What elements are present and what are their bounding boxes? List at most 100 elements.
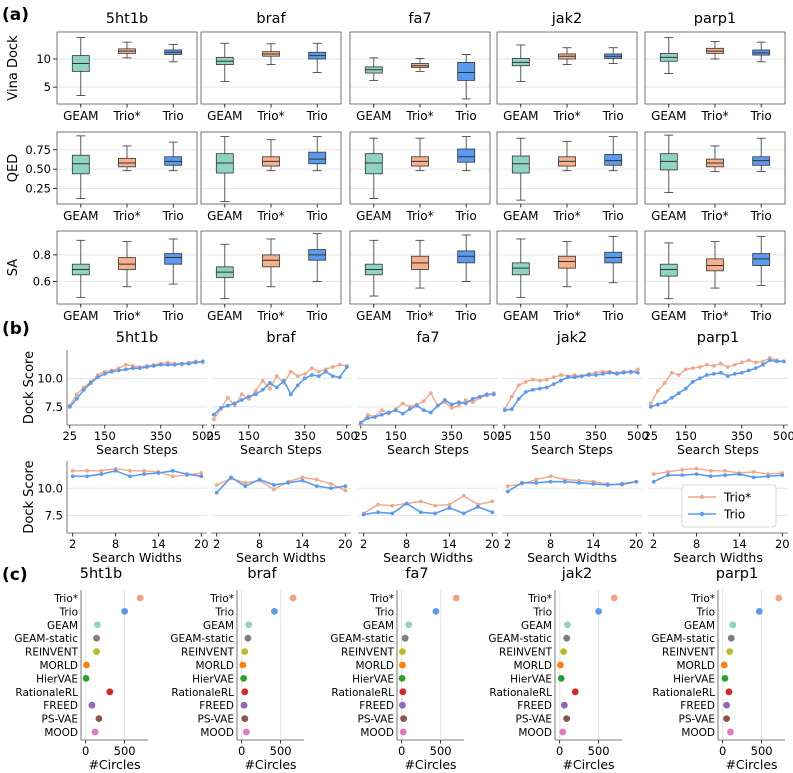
series-point-Trio	[407, 407, 412, 411]
boxplot-fa7-0: GEAM Trio* Trio	[349, 31, 491, 123]
series-point-Trio*	[655, 389, 660, 393]
box-Trio*	[262, 254, 280, 268]
series-point-Trio	[477, 394, 482, 399]
series-point-Trio*	[711, 364, 716, 368]
series-point-Trio*	[666, 470, 670, 474]
box-Trio*	[118, 257, 136, 270]
series-point-Trio	[229, 475, 233, 480]
dot-REINVENT	[560, 648, 567, 655]
x-tick-label: Trio*	[552, 309, 580, 323]
series-line-Trio*	[653, 467, 783, 475]
series-line-Trio	[507, 480, 637, 493]
method-label-Trio*: Trio*	[53, 593, 78, 605]
x-tick-label: Trio*	[405, 209, 433, 223]
x-tick-label: 8	[112, 537, 119, 551]
dot-Trio	[755, 608, 763, 615]
series-point-Trio*	[376, 502, 380, 507]
dot-GEAM	[729, 621, 737, 629]
title-c-5ht1b: 5ht1b	[80, 566, 123, 582]
y-tick-label: 0.75	[25, 143, 51, 157]
method-label-GEAM-static: GEAM-static	[488, 633, 552, 645]
y-tick-label: 7.5	[45, 509, 63, 523]
x-tick-label: Trio	[750, 309, 772, 323]
x-axis-title: Search Steps	[240, 442, 322, 457]
series-point-Trio	[760, 362, 765, 367]
series-point-Trio	[200, 359, 205, 364]
method-label-MORLD: MORLD	[676, 660, 715, 672]
series-point-Trio*	[239, 392, 244, 397]
x-tick-label: Trio	[602, 109, 624, 123]
series-point-Trio	[442, 398, 447, 402]
panel-label-a: (a)	[2, 5, 29, 25]
dotplot-parp1: parp1 0 500#Circles Trio*Trio GEAMGEAM-stati…	[651, 566, 785, 772]
method-label-RationaleRL: RationaleRL	[489, 687, 552, 699]
boxplot-braf-0: GEAM Trio* Trio	[200, 31, 342, 123]
legend-label-Trio: Trio	[723, 508, 745, 522]
x-tick-label: 500	[627, 429, 649, 443]
x-tick-label: 0	[238, 744, 245, 758]
x-axis-title: Search Widths	[236, 550, 326, 565]
series-point-Trio	[316, 374, 321, 379]
dot-RationaleRL	[399, 688, 407, 696]
series-point-Trio	[144, 365, 149, 369]
dot-MOOD	[91, 728, 99, 736]
method-label-Trio*: Trio*	[690, 593, 715, 605]
series-point-Trio*	[530, 377, 535, 382]
y-tick-label: 5	[44, 80, 51, 94]
series-point-Trio	[314, 484, 319, 488]
series-point-Trio	[218, 406, 223, 410]
series-point-Trio*	[170, 474, 175, 479]
series-point-Trio	[502, 408, 507, 413]
x-axis-title: Search Steps	[96, 442, 178, 457]
series-point-Trio	[400, 411, 405, 416]
dot-PS-VAE	[400, 715, 408, 722]
x-tick-label: Trio*	[256, 309, 284, 323]
series-point-Trio*	[635, 367, 640, 372]
title-5ht1b: 5ht1b	[106, 11, 149, 27]
x-tick-label: Trio*	[112, 109, 140, 123]
series-point-Trio	[418, 510, 423, 515]
series-point-Trio*	[337, 362, 342, 367]
series-point-Trio	[704, 373, 709, 377]
series-point-Trio*	[199, 471, 204, 475]
method-label-MORLD: MORLD	[355, 660, 394, 672]
x-tick-label: 25	[62, 429, 77, 443]
method-label-MOOD: MOOD	[360, 727, 394, 739]
series-point-Trio	[165, 362, 170, 367]
dot-MORLD	[557, 661, 564, 669]
panel-label-c: (c)	[2, 565, 28, 585]
series-point-Trio	[520, 480, 524, 485]
method-label-MOOD: MOOD	[44, 727, 78, 739]
method-label-MOOD: MOOD	[200, 727, 234, 739]
series-point-Trio	[390, 511, 395, 516]
x-tick-label: GEAM	[651, 109, 686, 123]
series-point-Trio	[591, 482, 596, 486]
series-point-Trio	[490, 510, 495, 515]
legend-frame	[681, 484, 777, 528]
series-point-Trio	[74, 396, 79, 401]
series-point-Trio	[288, 392, 293, 397]
series-point-Trio*	[544, 377, 549, 382]
dot-Trio*	[289, 594, 297, 602]
series-line-Trio	[650, 359, 784, 408]
method-label-FREED: FREED	[43, 700, 78, 712]
dot-Trio*	[452, 594, 460, 602]
x-tick-label: 20	[629, 537, 644, 551]
series-point-Trio*	[267, 386, 272, 391]
series-point-Trio	[781, 359, 786, 364]
series-point-Trio	[302, 376, 307, 381]
x-tick-label: 14	[732, 537, 747, 551]
x-tick-label: Trio	[162, 109, 184, 123]
series-point-Trio	[253, 392, 258, 397]
series-point-Trio	[88, 381, 93, 385]
x-tick-label: 500	[192, 429, 214, 443]
dot-REINVENT	[241, 648, 249, 655]
series-point-Trio	[102, 371, 107, 376]
method-label-REINVENT: REINVENT	[499, 647, 553, 659]
box-GEAM	[71, 154, 90, 175]
series-point-Trio*	[421, 399, 426, 404]
x-axis-title: Search Widths	[383, 550, 473, 565]
method-label-FREED: FREED	[517, 700, 552, 712]
dot-RationaleRL	[106, 688, 114, 696]
x-tick-label: Trio*	[552, 209, 580, 223]
